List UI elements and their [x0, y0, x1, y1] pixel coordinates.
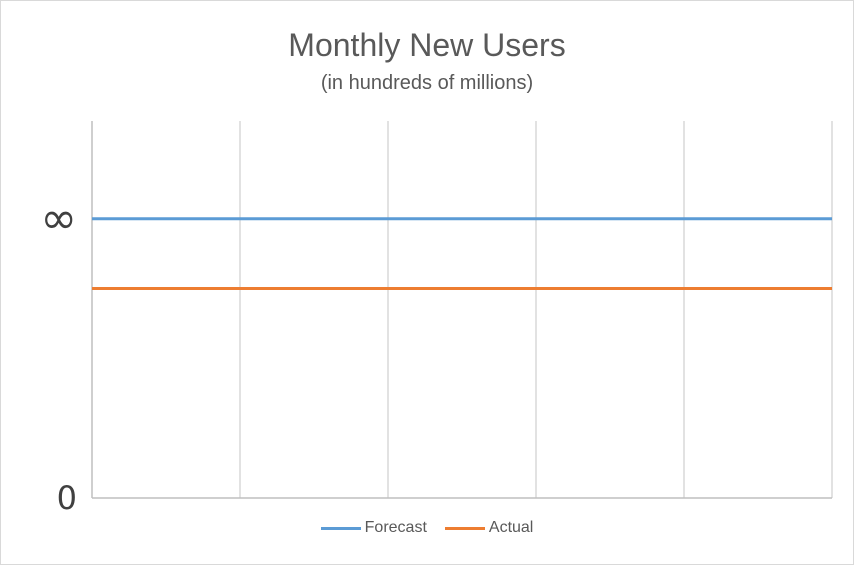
y-tick-label: 0 — [57, 479, 77, 517]
axes — [91, 121, 832, 499]
legend: Forecast Actual — [1, 519, 853, 537]
legend-swatch-forecast — [320, 526, 361, 530]
series-lines — [92, 217, 832, 291]
legend-label-forecast: Forecast — [364, 519, 427, 536]
legend-item-forecast: Forecast — [320, 519, 427, 537]
legend-item-actual: Actual — [444, 519, 534, 537]
y-tick-label: ∞ — [40, 193, 77, 244]
chart-title: Monthly New Users — [288, 27, 566, 63]
chart-subtitle: (in hundreds of millions) — [320, 72, 534, 94]
y-tick-labels: 0∞ — [40, 193, 77, 517]
legend-swatch-actual — [444, 526, 485, 530]
legend-label-actual: Actual — [488, 519, 534, 536]
grid-lines — [239, 121, 833, 498]
